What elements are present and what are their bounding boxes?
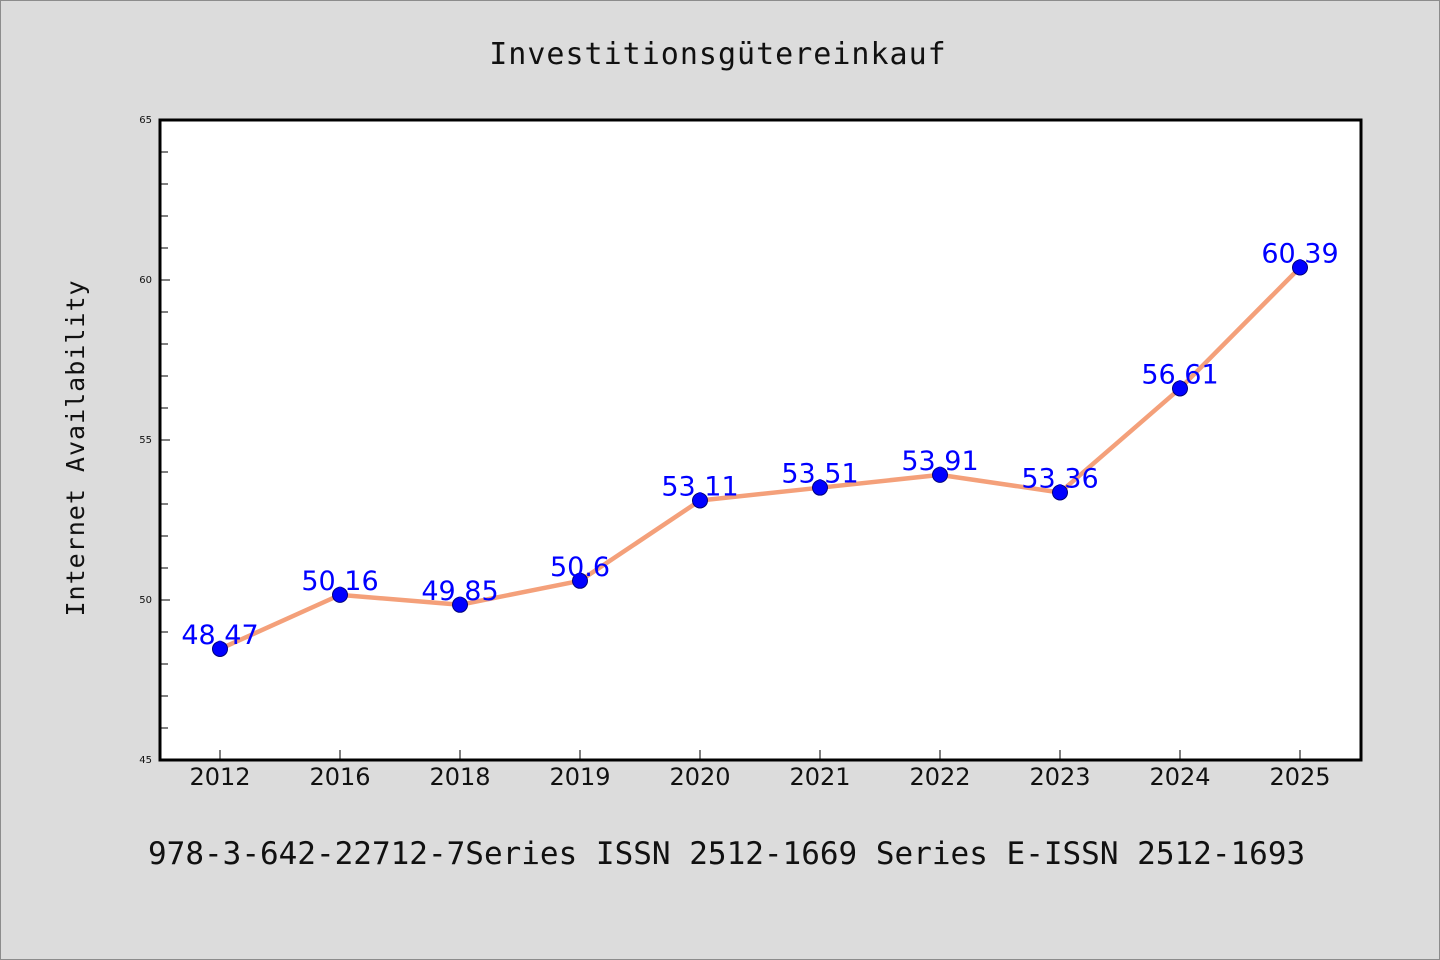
y-axis-label: Internet Availability xyxy=(61,279,90,616)
data-label: 53.51 xyxy=(781,459,858,490)
footer-isbn-text: 978-3-642-22712-7Series ISSN 2512-1669 S… xyxy=(148,836,1305,872)
data-label: 60.39 xyxy=(1261,239,1338,270)
x-tick-label: 2025 xyxy=(1269,763,1330,791)
data-label: 53.91 xyxy=(901,446,978,477)
x-tick-label: 2023 xyxy=(1029,763,1090,791)
series-line xyxy=(217,265,1303,652)
x-tick-label: 2022 xyxy=(909,763,970,791)
x-tick-label: 2019 xyxy=(549,763,610,791)
y-tick-label: 60 xyxy=(139,275,152,286)
x-tick-label: 2016 xyxy=(309,763,370,791)
data-point xyxy=(212,640,228,657)
y-tick-label: 50 xyxy=(139,595,152,606)
data-label: 56.61 xyxy=(1141,359,1218,390)
x-axis: 2012 2016 2018 2019 2020 2021 2022 2023 2024 2025 xyxy=(189,750,1331,791)
data-point xyxy=(1292,259,1308,276)
data-point xyxy=(692,492,708,509)
series-line-group: 48.47 50.16 49.85 50.6 53.11 53.51 53.91 53.36 5… xyxy=(181,239,1339,657)
data-point xyxy=(932,466,948,483)
x-tick-label: 2020 xyxy=(669,763,730,791)
data-label: 50.16 xyxy=(301,566,378,597)
data-label: 48.47 xyxy=(181,620,258,651)
data-point xyxy=(572,572,588,589)
data-point xyxy=(332,586,348,603)
x-tick-label: 2024 xyxy=(1149,763,1210,791)
x-tick-label: 2021 xyxy=(789,763,850,791)
data-point xyxy=(812,479,828,496)
data-point xyxy=(1172,380,1188,397)
data-label: 49.85 xyxy=(421,576,498,607)
x-tick-label: 2012 xyxy=(189,763,250,791)
y-tick-label: 65 xyxy=(139,115,152,126)
chart-title: Investitionsgütereinkauf xyxy=(489,37,946,72)
y-tick-label: 45 xyxy=(139,755,152,766)
y-tick-label: 55 xyxy=(139,435,152,446)
x-tick-label: 2018 xyxy=(429,763,490,791)
data-label: 53.36 xyxy=(1021,463,1098,494)
plot-area xyxy=(160,120,1361,760)
data-point xyxy=(1052,484,1068,501)
data-label: 50.6 xyxy=(550,552,610,583)
data-label: 53.11 xyxy=(661,471,738,502)
plot-frame xyxy=(158,118,1363,762)
data-point xyxy=(452,596,468,613)
